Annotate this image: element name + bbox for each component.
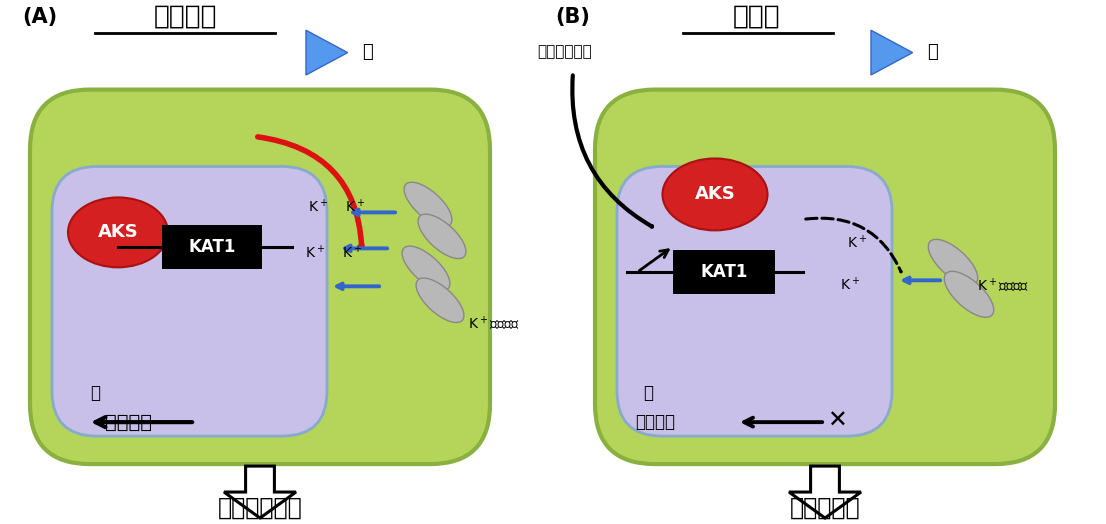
Polygon shape	[789, 466, 860, 518]
FancyArrowPatch shape	[258, 137, 362, 246]
FancyArrowPatch shape	[572, 75, 653, 227]
Polygon shape	[225, 466, 296, 518]
Ellipse shape	[404, 182, 452, 227]
Ellipse shape	[418, 214, 466, 259]
Text: K$^+$: K$^+$	[342, 244, 362, 261]
Text: 気孔開口: 気孔開口	[105, 412, 152, 432]
Text: ✕: ✕	[827, 409, 847, 433]
Ellipse shape	[928, 239, 978, 286]
Text: 核: 核	[90, 384, 100, 402]
Text: (B): (B)	[555, 7, 589, 27]
FancyBboxPatch shape	[672, 250, 775, 294]
Text: (A): (A)	[22, 7, 58, 27]
FancyBboxPatch shape	[595, 90, 1055, 464]
Text: KAT1: KAT1	[700, 264, 748, 281]
Text: 光: 光	[362, 42, 373, 61]
FancyBboxPatch shape	[617, 167, 893, 436]
Text: K$^+$: K$^+$	[307, 198, 328, 215]
Text: K$^+$チャネル: K$^+$チャネル	[468, 315, 520, 333]
Text: 枯死の防止: 枯死の防止	[790, 496, 860, 520]
Ellipse shape	[945, 271, 994, 318]
Text: 水不足: 水不足	[733, 4, 781, 30]
Text: 通常条件: 通常条件	[154, 4, 217, 30]
FancyBboxPatch shape	[52, 167, 327, 436]
Text: K$^+$: K$^+$	[305, 244, 325, 261]
Ellipse shape	[67, 198, 168, 267]
Text: K$^+$: K$^+$	[839, 276, 860, 293]
Text: KAT1: KAT1	[188, 238, 236, 256]
Text: K$^+$: K$^+$	[847, 234, 867, 251]
Text: 光: 光	[927, 42, 938, 61]
Text: K$^+$: K$^+$	[345, 198, 365, 215]
FancyBboxPatch shape	[161, 225, 262, 269]
Text: AKS: AKS	[97, 223, 138, 242]
FancyArrowPatch shape	[806, 218, 901, 272]
FancyBboxPatch shape	[30, 90, 490, 464]
Text: 核: 核	[643, 384, 653, 402]
Text: AKS: AKS	[695, 185, 735, 203]
Text: 気孔開口: 気孔開口	[635, 413, 675, 431]
Ellipse shape	[416, 278, 463, 323]
Polygon shape	[306, 30, 347, 75]
Polygon shape	[872, 30, 912, 75]
Text: アブシジン酸: アブシジン酸	[538, 44, 592, 59]
Text: 光合成の増大: 光合成の増大	[218, 496, 302, 520]
Text: K$^+$チャネル: K$^+$チャネル	[977, 277, 1029, 296]
Ellipse shape	[403, 246, 450, 291]
Ellipse shape	[662, 158, 768, 231]
